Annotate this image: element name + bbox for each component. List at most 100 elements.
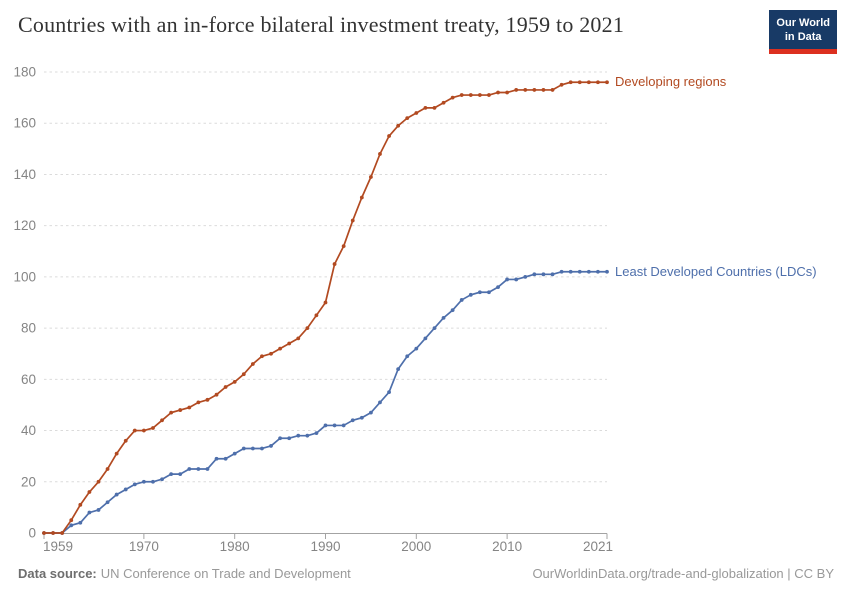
data-point-marker: [305, 326, 310, 331]
data-point-marker: [278, 436, 282, 441]
data-point-marker: [305, 433, 310, 438]
chart-title: Countries with an in-force bilateral inv…: [18, 12, 625, 37]
data-point-marker: [378, 152, 382, 156]
data-point-marker: [287, 341, 292, 346]
data-point-marker: [87, 510, 92, 515]
data-point-marker: [123, 438, 128, 443]
data-point-marker: [323, 423, 328, 428]
data-point-marker: [359, 415, 364, 420]
data-point-marker: [260, 446, 264, 451]
series-line-developing-regions[interactable]: [43, 81, 608, 534]
data-point-marker: [487, 93, 491, 97]
data-point-marker: [441, 315, 446, 320]
data-point-marker: [369, 410, 373, 415]
data-point-marker: [214, 456, 219, 461]
data-point-marker: [532, 88, 537, 92]
data-point-marker: [269, 444, 273, 448]
series-label-developing-regions[interactable]: Developing regions: [615, 74, 727, 89]
data-point-marker: [514, 277, 519, 282]
data-point-marker: [141, 428, 146, 433]
data-point-marker: [160, 477, 164, 482]
data-point-marker: [523, 274, 528, 279]
data-point-marker: [559, 82, 564, 87]
data-point-marker: [278, 346, 282, 351]
x-axis-tick-label: 1980: [220, 539, 250, 554]
data-point-marker: [459, 93, 464, 97]
data-point-marker: [477, 290, 482, 295]
data-point-marker: [523, 88, 528, 92]
data-point-marker: [114, 451, 119, 456]
y-axis-tick-label: 20: [21, 474, 36, 489]
data-point-marker: [232, 451, 237, 456]
data-point-marker: [241, 446, 246, 451]
owid-logo-line2: in Data: [784, 31, 822, 44]
data-point-marker: [223, 456, 228, 461]
data-point-marker: [169, 410, 174, 415]
data-point-marker: [541, 88, 546, 92]
data-point-marker: [341, 244, 346, 249]
data-point-marker: [287, 436, 292, 441]
data-point-marker: [205, 397, 210, 402]
data-point-marker: [477, 93, 482, 97]
data-point-marker: [387, 134, 391, 138]
data-point-marker: [550, 272, 555, 277]
data-point-marker: [296, 433, 301, 438]
data-point-marker: [323, 300, 328, 305]
data-point-marker: [423, 105, 428, 110]
data-point-marker: [432, 105, 437, 110]
data-point-marker: [577, 269, 582, 274]
data-point-marker: [396, 123, 401, 128]
y-axis-tick-label: 100: [13, 269, 36, 284]
data-source-text: UN Conference on Trade and Development: [100, 566, 351, 581]
x-axis-tick-label: 1990: [310, 539, 340, 554]
data-point-marker: [332, 262, 337, 266]
data-point-marker: [378, 400, 382, 405]
data-point-marker: [60, 531, 65, 535]
data-point-marker: [423, 336, 428, 341]
x-axis-tick-label: 2010: [492, 539, 522, 554]
y-axis-tick-label: 0: [28, 526, 36, 541]
data-point-marker: [223, 385, 228, 389]
data-point-marker: [505, 277, 510, 282]
data-point-marker: [341, 423, 346, 428]
data-point-marker: [505, 90, 510, 95]
x-axis-tick-label: 1970: [129, 539, 159, 554]
y-axis-tick-label: 40: [21, 423, 36, 438]
data-point-marker: [232, 379, 237, 384]
data-point-marker: [577, 80, 582, 85]
data-point-marker: [450, 308, 455, 313]
data-point-marker: [69, 523, 74, 528]
series-line-least-developed-countries-ldcs[interactable]: [43, 270, 608, 534]
data-point-marker: [151, 426, 155, 430]
data-point-marker: [78, 502, 83, 507]
data-point-marker: [369, 175, 373, 179]
data-point-marker: [78, 520, 83, 525]
data-point-marker: [96, 479, 101, 484]
data-point-marker: [178, 408, 183, 412]
data-point-marker: [568, 80, 573, 85]
data-point-marker: [314, 431, 319, 436]
data-point-marker: [42, 531, 46, 535]
x-axis-tick-label: 2021: [583, 539, 613, 554]
owid-logo[interactable]: Our World in Data: [769, 10, 837, 54]
series-label-least-developed-countries-ldcs[interactable]: Least Developed Countries (LDCs): [615, 264, 817, 279]
data-point-marker: [514, 88, 519, 92]
data-point-marker: [314, 313, 319, 318]
data-point-marker: [96, 508, 101, 512]
y-axis-tick-label: 180: [13, 65, 36, 80]
data-point-marker: [405, 354, 410, 359]
x-axis-tick-label: 2000: [401, 539, 431, 554]
data-point-marker: [350, 218, 355, 223]
y-axis-tick-label: 120: [13, 218, 36, 233]
data-point-marker: [350, 418, 355, 423]
credit-link[interactable]: OurWorldinData.org/trade-and-globalizati…: [532, 566, 834, 581]
y-axis-tick-label: 160: [13, 116, 36, 131]
data-point-marker: [541, 272, 546, 277]
data-point-marker: [241, 372, 246, 377]
data-point-marker: [359, 195, 364, 200]
data-point-marker: [214, 392, 219, 397]
data-point-marker: [586, 80, 591, 85]
data-point-marker: [187, 467, 192, 471]
data-point-marker: [605, 269, 609, 274]
